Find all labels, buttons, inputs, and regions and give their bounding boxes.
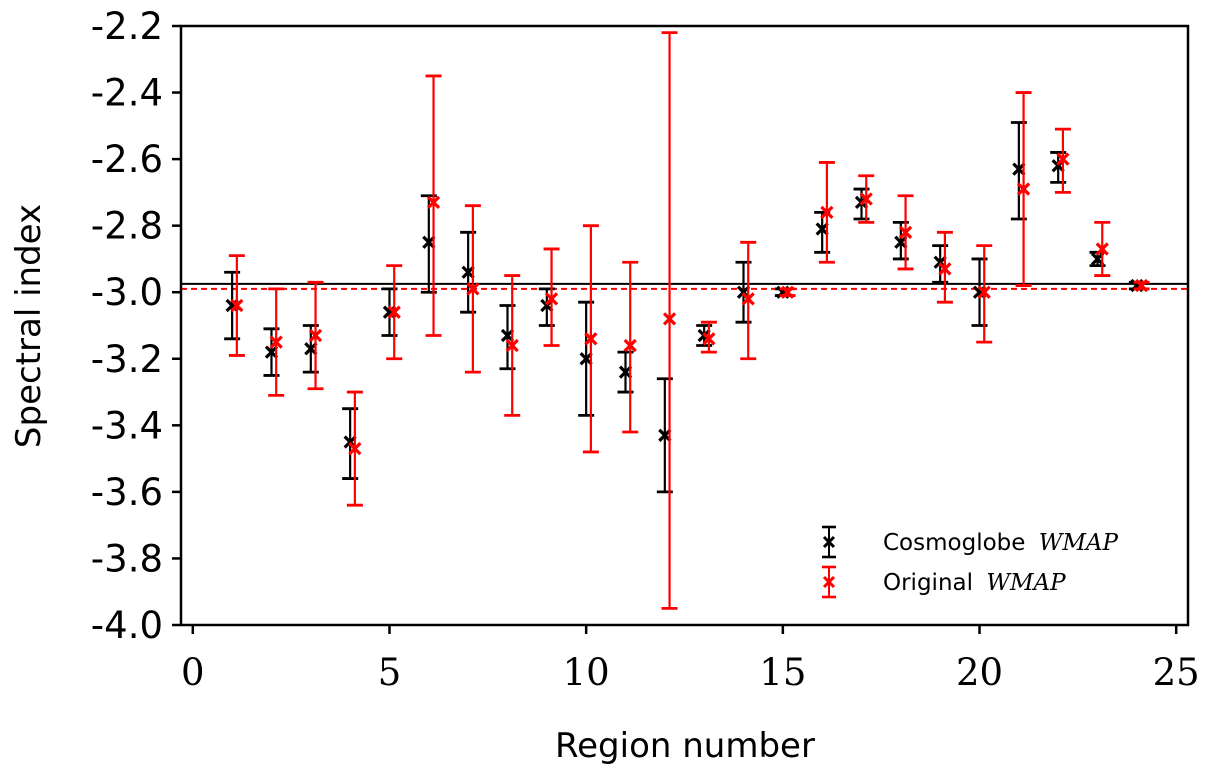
legend-series-suffix: WMAP xyxy=(1039,530,1119,556)
x-marker xyxy=(230,298,244,313)
y-tick-label: -2.2 xyxy=(91,5,163,48)
x-tick-label: 25 xyxy=(1153,651,1200,694)
x-marker xyxy=(938,262,952,276)
data-point-original xyxy=(1015,91,1032,287)
x-marker xyxy=(859,192,873,206)
x-marker xyxy=(820,205,834,219)
data-point-original xyxy=(504,274,521,417)
data-point-original xyxy=(1133,278,1150,293)
x-marker xyxy=(1095,242,1109,256)
y-tick-label: -3.0 xyxy=(91,271,163,314)
x-tick-label: 5 xyxy=(378,651,402,694)
legend-series-name: Cosmoglobe xyxy=(883,530,1033,556)
y-tick-label: -2.6 xyxy=(91,138,163,181)
data-point-original xyxy=(464,204,481,374)
data-point-original xyxy=(661,31,678,610)
data-point-original xyxy=(425,74,442,337)
x-marker xyxy=(702,332,716,346)
legend-entry-original: Original WMAP xyxy=(822,565,1066,599)
x-marker xyxy=(544,292,559,306)
x-marker xyxy=(387,305,401,319)
plot-frame xyxy=(179,24,1190,627)
legend-series-suffix: WMAP xyxy=(986,570,1066,596)
data-point-original xyxy=(700,320,717,354)
data-point-original xyxy=(818,161,835,264)
x-tick-label: 15 xyxy=(759,651,806,694)
legend-series-name: Original xyxy=(883,570,980,596)
x-marker xyxy=(426,195,441,210)
x-marker xyxy=(780,285,795,299)
data-point-original xyxy=(268,287,285,397)
data-point-original xyxy=(897,194,914,271)
data-point-original xyxy=(779,285,796,299)
x-marker xyxy=(623,338,637,353)
data-point-original xyxy=(740,240,757,361)
data-point-original xyxy=(386,264,403,361)
x-marker xyxy=(584,332,598,346)
x-tick-label: 10 xyxy=(563,651,610,694)
y-tick-label: -4.0 xyxy=(91,604,163,647)
x-marker xyxy=(1056,152,1070,166)
x-tick-label: 20 xyxy=(956,651,1003,694)
legend-x-marker xyxy=(822,575,836,589)
data-point-original xyxy=(346,390,363,507)
data-point-original xyxy=(1054,127,1071,194)
x-marker xyxy=(898,225,913,239)
x-marker xyxy=(269,335,283,349)
y-tick-label: -2.4 xyxy=(91,72,163,115)
legend-label: Cosmoglobe WMAP xyxy=(883,530,1119,556)
x-marker xyxy=(466,282,480,296)
legend-entry-cosmoglobe: Cosmoglobe WMAP xyxy=(822,525,1119,559)
x-marker xyxy=(1134,278,1149,293)
x-marker xyxy=(662,312,677,326)
y-axis-label: Spectral index xyxy=(9,204,49,448)
x-marker xyxy=(505,338,519,353)
data-point-original xyxy=(543,247,560,347)
x-tick-label: 0 xyxy=(181,651,205,694)
y-tick-label: -3.4 xyxy=(91,404,163,447)
data-point-original xyxy=(228,254,245,357)
mean-lines xyxy=(181,282,1188,290)
x-marker xyxy=(741,292,755,306)
x-marker xyxy=(977,285,991,299)
data-points xyxy=(224,31,1150,610)
x-axis-label: Region number xyxy=(555,726,815,766)
axis-ticks: 0 5 10 15 20 25 -2.2 -2.4 -2.6 -2.8 -3.0 -3.2 -3.4 -3… xyxy=(91,5,1200,694)
data-point-original xyxy=(622,260,639,434)
data-point-original xyxy=(1094,220,1111,277)
data-point-original xyxy=(976,244,993,344)
data-point-original xyxy=(582,224,599,454)
data-point-original xyxy=(307,280,324,391)
legend-x-marker xyxy=(822,535,836,549)
data-point-original xyxy=(858,174,875,224)
y-tick-label: -3.8 xyxy=(91,537,163,580)
y-tick-label: -3.6 xyxy=(91,471,163,514)
data-point-original xyxy=(936,230,953,304)
x-marker xyxy=(308,328,323,343)
x-marker xyxy=(348,441,362,456)
y-tick-label: -2.8 xyxy=(91,205,163,248)
y-tick-label: -3.2 xyxy=(91,338,163,381)
legend-label: Original WMAP xyxy=(883,570,1066,596)
x-marker xyxy=(1016,182,1031,196)
